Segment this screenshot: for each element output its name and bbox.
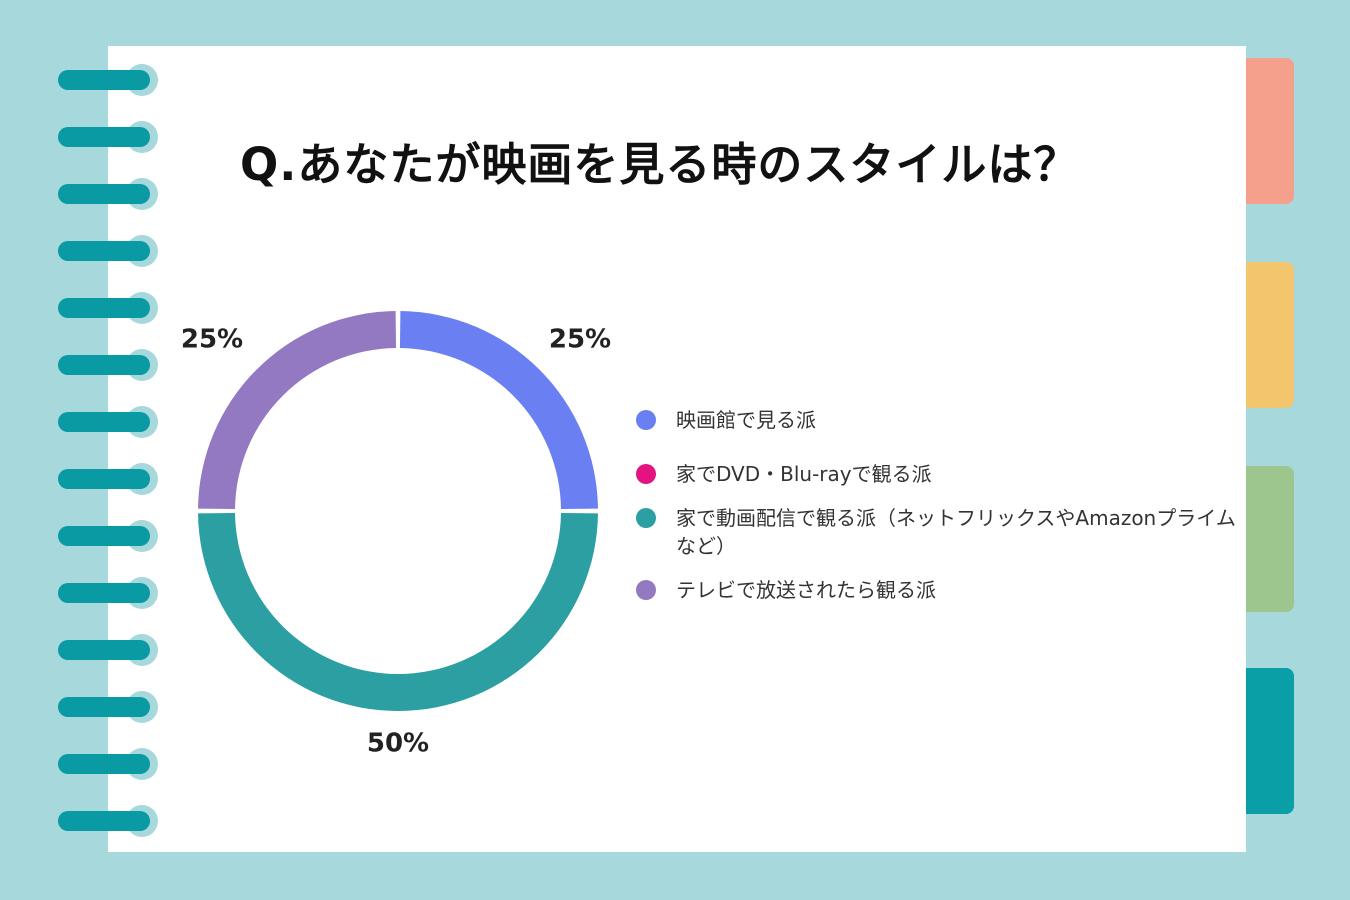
legend-item: テレビで放送されたら観る派 <box>636 576 1236 604</box>
binding-wire <box>58 355 150 375</box>
binding-wire <box>58 526 150 546</box>
binding-wire <box>58 469 150 489</box>
binding-wire <box>58 127 150 147</box>
binding-wire <box>58 697 150 717</box>
binding-wire <box>58 583 150 603</box>
binding-wire <box>58 184 150 204</box>
binding-wire <box>58 298 150 318</box>
binding-wire <box>58 754 150 774</box>
legend-label: 家でDVD・Blu-rayで観る派 <box>676 462 932 486</box>
legend-item: 家でDVD・Blu-rayで観る派 <box>636 460 1236 488</box>
binding-wire <box>58 70 150 90</box>
index-tab-salmon <box>1238 58 1294 204</box>
legend-item: 家で動画配信で観る派（ネットフリックスやAmazonプライムなど） <box>636 504 1236 560</box>
binding-wire <box>58 811 150 831</box>
notebook-page <box>108 46 1246 852</box>
legend-item: 映画館で見る派 <box>636 406 1236 434</box>
legend-label: 映画館で見る派 <box>676 408 816 432</box>
binding-wire <box>58 412 150 432</box>
chart-title: Q.あなたが映画を見る時のスタイルは？ <box>240 138 1080 191</box>
legend-marker <box>636 580 656 600</box>
binding-wire <box>58 640 150 660</box>
legend-marker <box>636 464 656 484</box>
slice-percent-label: 25% <box>549 325 611 355</box>
legend-marker <box>636 508 656 528</box>
slice-percent-label: 25% <box>181 325 243 355</box>
donut-slice <box>198 311 397 510</box>
legend-label: テレビで放送されたら観る派 <box>676 578 936 602</box>
binding-wire <box>58 241 150 261</box>
index-tab-yellow <box>1238 262 1294 408</box>
donut-slice <box>198 512 598 712</box>
legend-marker <box>636 410 656 430</box>
index-tab-green <box>1238 466 1294 612</box>
index-tab-teal <box>1238 668 1294 814</box>
slice-percent-label: 50% <box>367 729 429 759</box>
donut-slice <box>399 311 598 510</box>
legend-label: 家で動画配信で観る派（ネットフリックスやAmazonプライムなど） <box>676 506 1236 558</box>
